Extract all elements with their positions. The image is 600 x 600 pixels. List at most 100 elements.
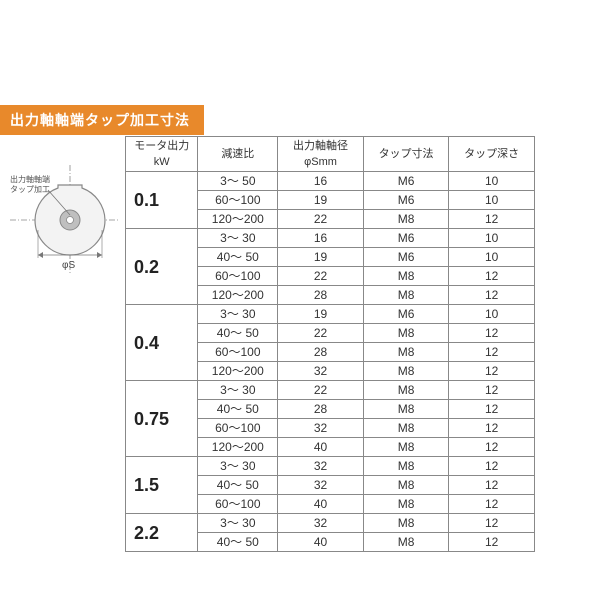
cell-depth: 10 (449, 229, 535, 248)
cell-tap: M8 (363, 495, 449, 514)
cell-tap: M6 (363, 248, 449, 267)
cell-depth: 12 (449, 267, 535, 286)
cell-ratio: 40～ 50 (198, 248, 278, 267)
cell-ratio: 3～ 30 (198, 457, 278, 476)
cell-depth: 12 (449, 514, 535, 533)
cell-tap: M8 (363, 324, 449, 343)
header-diameter: 出力軸軸径 φSmm (278, 137, 364, 172)
cell-dia: 40 (278, 438, 364, 457)
cell-depth: 10 (449, 172, 535, 191)
cell-depth: 10 (449, 305, 535, 324)
header-depth: タップ深さ (449, 137, 535, 172)
cell-tap: M6 (363, 172, 449, 191)
cell-ratio: 120～200 (198, 286, 278, 305)
cell-tap: M8 (363, 533, 449, 552)
cell-dia: 16 (278, 172, 364, 191)
cell-dia: 40 (278, 495, 364, 514)
table-row: 0.43～ 3019M610 (126, 305, 535, 324)
section-title: 出力軸軸端タップ加工寸法 (0, 105, 204, 135)
cell-ratio: 60～100 (198, 191, 278, 210)
spec-table-wrap: モータ出力 kW 減速比 出力軸軸径 φSmm タップ寸法 タップ深さ 0.13… (125, 136, 535, 552)
header-dia-l2: φSmm (304, 156, 337, 168)
cell-ratio: 3～ 30 (198, 381, 278, 400)
cell-ratio: 60～100 (198, 419, 278, 438)
cell-dia: 22 (278, 324, 364, 343)
cell-dia: 32 (278, 419, 364, 438)
cell-tap: M8 (363, 514, 449, 533)
cell-ratio: 40～ 50 (198, 400, 278, 419)
cell-ratio: 3～ 50 (198, 172, 278, 191)
cell-depth: 12 (449, 400, 535, 419)
cell-ratio: 3～ 30 (198, 514, 278, 533)
cell-ratio: 3～ 30 (198, 229, 278, 248)
cell-tap: M6 (363, 229, 449, 248)
header-tap: タップ寸法 (363, 137, 449, 172)
cell-tap: M6 (363, 305, 449, 324)
cell-ratio: 60～100 (198, 495, 278, 514)
cell-depth: 12 (449, 495, 535, 514)
cell-dia: 22 (278, 267, 364, 286)
cell-tap: M8 (363, 362, 449, 381)
header-kw-l1: モータ出力 (134, 140, 189, 152)
cell-dia: 32 (278, 514, 364, 533)
kw-cell: 0.2 (126, 229, 198, 305)
cell-ratio: 60～100 (198, 267, 278, 286)
cell-ratio: 60～100 (198, 343, 278, 362)
phi-s-label: φS (62, 260, 75, 271)
cell-tap: M8 (363, 457, 449, 476)
kw-cell: 2.2 (126, 514, 198, 552)
cell-dia: 22 (278, 210, 364, 229)
cell-ratio: 40～ 50 (198, 324, 278, 343)
cell-ratio: 3～ 30 (198, 305, 278, 324)
cell-ratio: 120～200 (198, 210, 278, 229)
cell-ratio: 120～200 (198, 438, 278, 457)
cell-dia: 22 (278, 381, 364, 400)
cell-depth: 12 (449, 419, 535, 438)
cell-depth: 12 (449, 457, 535, 476)
kw-cell: 0.4 (126, 305, 198, 381)
cell-dia: 19 (278, 191, 364, 210)
kw-cell: 1.5 (126, 457, 198, 514)
table-row: 1.53～ 3032M812 (126, 457, 535, 476)
table-row: 2.23～ 3032M812 (126, 514, 535, 533)
cell-dia: 19 (278, 305, 364, 324)
cell-tap: M8 (363, 438, 449, 457)
cell-depth: 12 (449, 438, 535, 457)
cell-tap: M8 (363, 419, 449, 438)
cell-tap: M8 (363, 381, 449, 400)
cell-dia: 19 (278, 248, 364, 267)
cell-tap: M8 (363, 400, 449, 419)
cell-depth: 12 (449, 286, 535, 305)
cell-dia: 32 (278, 476, 364, 495)
cell-depth: 10 (449, 191, 535, 210)
table-row: 0.753～ 3022M812 (126, 381, 535, 400)
table-body: 0.13～ 5016M61060～10019M610120～20022M8120… (126, 172, 535, 552)
cell-depth: 12 (449, 381, 535, 400)
cell-tap: M6 (363, 191, 449, 210)
cell-depth: 12 (449, 324, 535, 343)
cell-dia: 32 (278, 362, 364, 381)
cell-depth: 12 (449, 533, 535, 552)
table-row: 0.23～ 3016M610 (126, 229, 535, 248)
cell-tap: M8 (363, 286, 449, 305)
header-dia-l1: 出力軸軸径 (293, 140, 348, 152)
cell-ratio: 120～200 (198, 362, 278, 381)
cell-dia: 16 (278, 229, 364, 248)
cell-depth: 12 (449, 210, 535, 229)
spec-table: モータ出力 kW 減速比 出力軸軸径 φSmm タップ寸法 タップ深さ 0.13… (125, 136, 535, 552)
kw-cell: 0.1 (126, 172, 198, 229)
cell-depth: 12 (449, 343, 535, 362)
kw-cell: 0.75 (126, 381, 198, 457)
table-row: 0.13～ 5016M610 (126, 172, 535, 191)
cell-dia: 40 (278, 533, 364, 552)
cell-dia: 28 (278, 343, 364, 362)
cell-tap: M8 (363, 210, 449, 229)
cell-dia: 32 (278, 457, 364, 476)
cell-depth: 10 (449, 248, 535, 267)
cell-tap: M8 (363, 343, 449, 362)
header-ratio: 減速比 (198, 137, 278, 172)
cell-dia: 28 (278, 286, 364, 305)
cell-tap: M8 (363, 476, 449, 495)
cell-dia: 28 (278, 400, 364, 419)
header-kw: モータ出力 kW (126, 137, 198, 172)
